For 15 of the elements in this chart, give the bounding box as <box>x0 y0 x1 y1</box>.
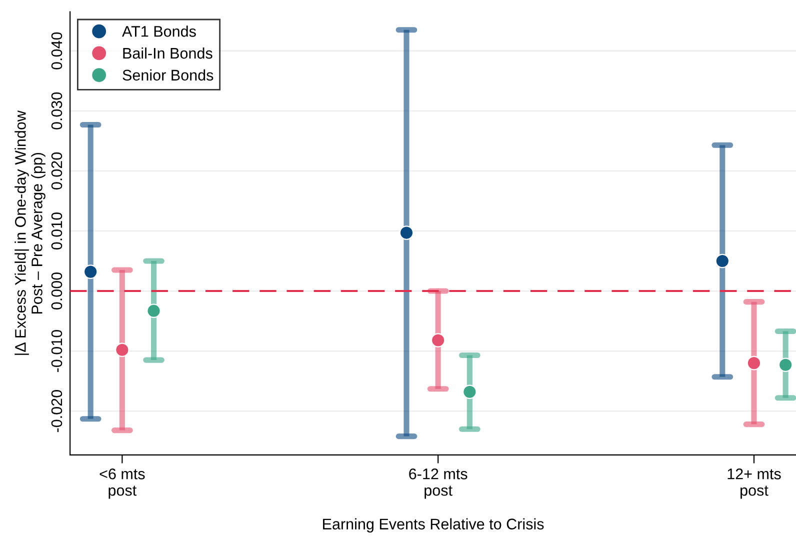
y-tick-label: 0.000 <box>51 272 62 310</box>
x-tick-label: <6 mts post <box>100 468 145 499</box>
y-tick-label: 0.010 <box>51 212 62 250</box>
y-tick-label: 0.040 <box>51 32 62 70</box>
x-tick-label: 6-12 mts post <box>409 468 468 499</box>
legend-label: AT1 Bonds <box>122 26 196 37</box>
x-axis-title: Earning Events Relative to Crisis <box>323 518 544 532</box>
x-tick-label: 12+ mts post <box>728 468 781 499</box>
y-tick-label: -0.010 <box>51 330 62 372</box>
y-axis-title: |Δ Excess Yield| in One-day Window Post – Pre Average (pp) <box>14 110 46 355</box>
y-tick-label: 0.030 <box>51 92 62 130</box>
legend-label: Senior Bonds <box>122 69 214 81</box>
y-tick-label: 0.020 <box>51 152 62 190</box>
y-tick-label: -0.020 <box>51 390 62 432</box>
legend-label: Bail-In Bonds <box>123 47 212 59</box>
